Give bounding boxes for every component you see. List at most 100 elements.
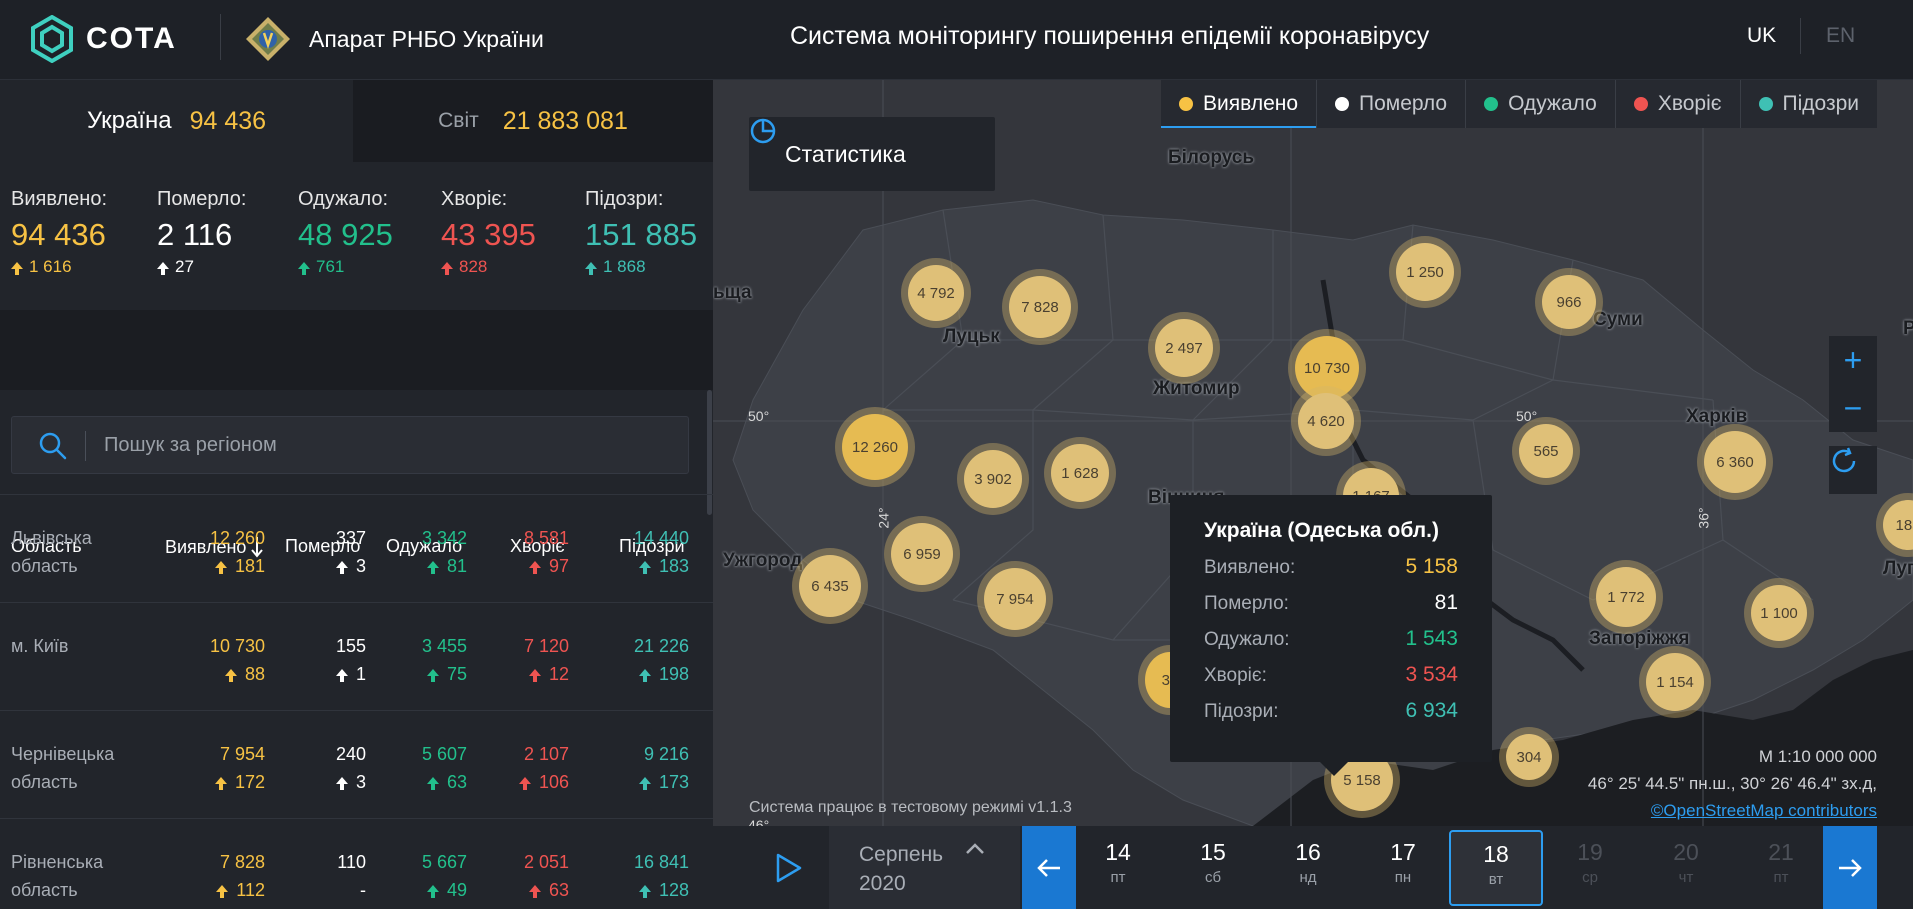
map-cluster[interactable]: 1 250 xyxy=(1396,243,1454,301)
arrow-up-icon xyxy=(528,560,541,574)
col-died[interactable]: Померло xyxy=(285,536,361,556)
region-search[interactable] xyxy=(11,416,689,474)
map-cluster[interactable]: 1 772 xyxy=(1596,567,1656,627)
map-cluster[interactable]: 4 792 xyxy=(908,265,964,321)
map-cluster[interactable]: 4 620 xyxy=(1298,393,1354,449)
arrow-up-icon xyxy=(441,261,453,275)
rnbo-brand[interactable]: Апарат РНБО України xyxy=(245,14,544,64)
legend-suspected[interactable]: Підозри xyxy=(1741,80,1878,128)
legend-recovered[interactable]: Одужало xyxy=(1466,80,1616,128)
cota-logo[interactable]: COTA xyxy=(28,14,177,64)
lang-divider xyxy=(1800,18,1801,54)
osm-attribution-link[interactable]: ©OpenStreetMap contributors xyxy=(1650,801,1877,820)
tab-world[interactable]: Світ 21 883 081 xyxy=(353,80,713,162)
stat-label: Виявлено: xyxy=(11,188,108,210)
lang-uk-button[interactable]: UK xyxy=(1747,24,1777,47)
day-18-selected[interactable]: 18 вт xyxy=(1449,830,1543,906)
day-14[interactable]: 14 пт xyxy=(1073,826,1163,909)
col-sick[interactable]: Хворіє xyxy=(510,536,565,556)
cell-value: 3 455 xyxy=(421,636,467,656)
map-cluster[interactable]: 12 260 xyxy=(842,414,908,480)
stat-detected: Виявлено: 94 436 1 616 xyxy=(11,188,107,277)
cell-delta: 88 xyxy=(210,660,265,688)
day-15[interactable]: 15 сб xyxy=(1168,826,1258,909)
summary-stats: Виявлено: 94 436 1 616 Померло: 2 116 27… xyxy=(0,188,713,308)
grid-label: 50° xyxy=(1516,408,1538,424)
map-cluster[interactable]: 3 902 xyxy=(964,450,1022,508)
cell-delta-value: 75 xyxy=(446,664,467,684)
stat-delta-value: 828 xyxy=(459,257,488,276)
cell-delta: 183 xyxy=(634,552,689,580)
prev-date-button[interactable] xyxy=(1022,826,1076,909)
map-cluster[interactable]: 7 828 xyxy=(1009,276,1071,338)
table-scrollbar[interactable] xyxy=(707,390,712,515)
lang-en-button[interactable]: EN xyxy=(1826,24,1856,47)
cell-died: 155 1 xyxy=(336,632,366,688)
zoom-in-icon[interactable]: + xyxy=(1843,341,1863,378)
tooltip-value: 6 934 xyxy=(1405,699,1458,722)
map-cluster[interactable]: 2 497 xyxy=(1155,319,1213,377)
legend-sick[interactable]: Хворіє xyxy=(1616,80,1741,128)
cell-value: 5 607 xyxy=(421,744,467,764)
col-recovered[interactable]: Одужало xyxy=(386,536,463,556)
month-selector[interactable]: Серпень 2020 xyxy=(829,826,1020,909)
city-label: Ужгород xyxy=(723,550,803,571)
cell-recovered: 3 342 81 xyxy=(422,524,467,580)
map-cluster[interactable]: 565 xyxy=(1519,424,1573,478)
legend-label: Підозри xyxy=(1782,92,1860,115)
day-16[interactable]: 16 нд xyxy=(1263,826,1353,909)
cell-sick: 8 581 97 xyxy=(524,524,569,580)
chevron-up-icon xyxy=(966,843,984,854)
tab-ukraine[interactable]: Україна 94 436 xyxy=(0,80,353,162)
cell-delta-value: - xyxy=(360,880,366,900)
map-cluster[interactable]: 7 954 xyxy=(984,568,1046,630)
cell-delta-value: 63 xyxy=(446,772,467,792)
map-cluster[interactable]: 1 100 xyxy=(1751,585,1807,641)
stat-value: 2 116 xyxy=(157,217,233,252)
day-21: 21 пт xyxy=(1736,826,1826,909)
day-19: 19 ср xyxy=(1545,826,1635,909)
city-label: Житомир xyxy=(1153,378,1240,399)
refresh-button[interactable] xyxy=(1829,446,1877,494)
statistics-button[interactable]: Статистика xyxy=(749,117,995,191)
arrow-left-icon xyxy=(1037,858,1060,877)
legend-died[interactable]: Померло xyxy=(1317,80,1467,128)
arrow-up-icon xyxy=(157,261,169,275)
map-view[interactable]: Виявлено Померло Одужало Хворіє Підозри … xyxy=(713,80,1913,826)
cell-delta-value: 172 xyxy=(234,772,265,792)
map-cluster[interactable]: 304 xyxy=(1506,734,1552,780)
pie-chart-icon xyxy=(750,118,776,144)
tooltip-row: Хворіє: 3 534 xyxy=(1204,660,1492,696)
col-detected[interactable]: Виявлено xyxy=(165,536,264,558)
col-region[interactable]: Область xyxy=(11,536,82,556)
legend-detected[interactable]: Виявлено xyxy=(1161,80,1318,128)
zoom-out-icon[interactable]: − xyxy=(1843,389,1863,426)
table-row[interactable]: м. Київ 10 730 88 155 1 3 455 75 7 120 12 21… xyxy=(0,602,713,710)
org-name: Апарат РНБО України xyxy=(309,25,544,52)
cell-delta-value: 81 xyxy=(446,556,467,576)
city-label: Білорусь xyxy=(1168,147,1255,168)
arrow-up-icon xyxy=(214,560,227,574)
stat-label: Померло: xyxy=(157,188,247,210)
map-cluster[interactable]: 1 154 xyxy=(1646,653,1704,711)
stat-value: 151 885 xyxy=(585,217,698,252)
cell-delta-value: 3 xyxy=(355,556,366,576)
table-row[interactable]: Чернівецька область 7 954 172 240 3 5 607 6… xyxy=(0,710,713,818)
map-cluster[interactable]: 10 730 xyxy=(1295,336,1359,400)
map-cluster[interactable]: 6 959 xyxy=(891,523,953,585)
map-cluster[interactable]: 6 360 xyxy=(1704,431,1766,493)
arrow-up-icon xyxy=(335,776,348,790)
row-region: Львівська область xyxy=(11,528,92,576)
map-cluster[interactable]: 966 xyxy=(1542,275,1596,329)
day-17[interactable]: 17 пн xyxy=(1358,826,1448,909)
play-button[interactable] xyxy=(749,826,829,909)
search-input[interactable] xyxy=(104,417,664,473)
cell-delta: 12 xyxy=(524,660,569,688)
table-row[interactable]: Львівська область 12 260 181 337 3 3 342 81… xyxy=(0,494,713,602)
table-row[interactable]: Рівненська область 7 828 112 110 - 5 667 49… xyxy=(0,818,713,909)
map-cluster[interactable]: 6 435 xyxy=(799,555,861,617)
tooltip-key: Хворіє: xyxy=(1204,665,1267,686)
next-date-button[interactable] xyxy=(1823,826,1877,909)
col-suspected[interactable]: Підозри xyxy=(619,536,685,556)
map-cluster[interactable]: 1 628 xyxy=(1051,444,1109,502)
